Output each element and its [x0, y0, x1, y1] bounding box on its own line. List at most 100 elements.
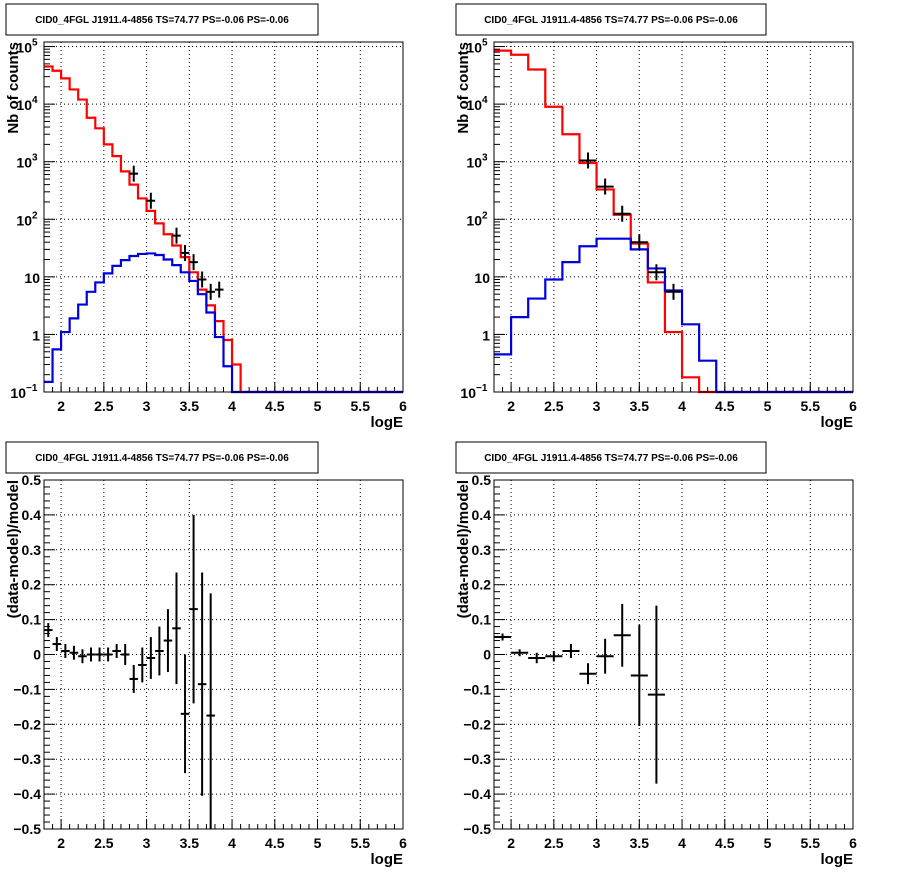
- x-tick-label: 2.5: [544, 398, 564, 414]
- x-tick-label: 2.5: [94, 398, 114, 414]
- y-tick-label: 0.1: [472, 612, 492, 628]
- y-tick-label: 10: [466, 40, 482, 56]
- x-axis-label: logE: [821, 414, 854, 431]
- chart-title: CID0_4FGL J1911.4-4856 TS=74.77 PS=-0.06…: [35, 453, 289, 464]
- x-tick-label: 2: [57, 398, 65, 414]
- x-axis-label: logE: [371, 414, 404, 431]
- x-tick-label: 2.5: [94, 835, 114, 851]
- y-tick-label: 0.2: [472, 577, 492, 593]
- x-tick-label: 3.5: [630, 398, 650, 414]
- y-tick-exponent: 3: [482, 153, 488, 164]
- y-axis-label: Nb of counts: [5, 42, 22, 134]
- x-tick-label: 5.5: [351, 835, 371, 851]
- x-tick-label: 4.5: [715, 398, 735, 414]
- plot-frame: [43, 41, 404, 393]
- x-tick-label: 6: [399, 398, 407, 414]
- plot-frame: [43, 479, 404, 830]
- y-tick-label: 0.5: [472, 472, 492, 488]
- y-tick-label: 0: [33, 647, 41, 663]
- y-tick-exponent: −1: [26, 383, 38, 394]
- y-tick-label: 1: [32, 327, 40, 343]
- y-tick-label: 10: [16, 212, 32, 228]
- y-tick-exponent: 3: [32, 153, 38, 164]
- x-tick-label: 4.5: [715, 835, 735, 851]
- x-tick-label: 6: [399, 835, 407, 851]
- x-tick-label: 4.5: [265, 398, 285, 414]
- x-tick-label: 2.5: [544, 835, 564, 851]
- title-box: [5, 441, 319, 474]
- y-tick-label: −0.2: [13, 716, 41, 732]
- x-tick-label: 2: [507, 398, 515, 414]
- y-tick-label: −0.4: [463, 786, 491, 802]
- x-tick-label: 6: [849, 398, 857, 414]
- y-tick-label: 0.3: [22, 542, 42, 558]
- y-tick-label: −0.2: [463, 716, 491, 732]
- y-tick-label: 10: [24, 270, 40, 286]
- chart-title: CID0_4FGL J1911.4-4856 TS=74.77 PS=-0.06…: [35, 15, 289, 26]
- y-axis-label: Nb of counts: [455, 42, 472, 134]
- y-tick-label: 10: [466, 212, 482, 228]
- y-tick-label: −0.5: [463, 821, 491, 837]
- x-tick-label: 5: [314, 835, 322, 851]
- y-tick-label: 10: [460, 385, 476, 401]
- x-tick-label: 5.5: [801, 398, 821, 414]
- y-tick-label: 0.2: [22, 577, 42, 593]
- model-total-line: [494, 49, 853, 394]
- y-tick-label: 0.5: [22, 472, 42, 488]
- y-tick-exponent: 5: [482, 38, 488, 49]
- x-tick-label: 4: [228, 835, 236, 851]
- y-tick-exponent: 2: [32, 210, 38, 221]
- x-tick-label: 5: [314, 398, 322, 414]
- plot-frame: [493, 479, 854, 830]
- chart-panel-3: 2 2.5 3 3.5 4 4.5 5 5.5 6 −0.5 −0.4 −0.3 −0.2 −0.1 0 0.…: [5, 441, 407, 868]
- y-tick-label: −0.1: [463, 681, 491, 697]
- y-tick-label: −0.4: [13, 786, 41, 802]
- chart-title: CID0_4FGL J1911.4-4856 TS=74.77 PS=-0.06…: [484, 15, 738, 26]
- x-tick-label: 3: [593, 398, 601, 414]
- y-tick-label: −0.1: [13, 681, 41, 697]
- y-tick-label: 0.1: [22, 612, 42, 628]
- title-box: [455, 3, 767, 36]
- x-tick-label: 5.5: [351, 398, 371, 414]
- x-tick-label: 4.5: [265, 835, 285, 851]
- x-axis-label: logE: [821, 851, 854, 868]
- y-tick-label: 10: [466, 155, 482, 171]
- x-tick-label: 5: [764, 835, 772, 851]
- y-tick-label: 10: [10, 385, 26, 401]
- y-axis-label: (data-model)/model: [455, 480, 472, 618]
- y-axis-label: (data-model)/model: [5, 480, 22, 618]
- y-tick-exponent: 2: [482, 210, 488, 221]
- x-tick-label: 5.5: [801, 835, 821, 851]
- source-model-line: [494, 237, 853, 394]
- x-tick-label: 3.5: [630, 835, 650, 851]
- y-tick-label: 1: [482, 327, 490, 343]
- y-tick-label: −0.3: [13, 751, 41, 767]
- y-tick-exponent: −1: [476, 383, 488, 394]
- y-tick-label: 10: [16, 155, 32, 171]
- x-tick-label: 3: [593, 835, 601, 851]
- y-tick-exponent: 4: [482, 95, 488, 106]
- y-tick-label: 0: [483, 647, 491, 663]
- y-tick-exponent: 4: [32, 95, 38, 106]
- plot-frame: [493, 41, 854, 393]
- chart-panel-4: 2 2.5 3 3.5 4 4.5 5 5.5 6 −0.5 −0.4 −0.3 −0.2 −0.1 0 0.…: [455, 441, 857, 868]
- title-box: [5, 3, 319, 36]
- x-tick-label: 3: [143, 398, 151, 414]
- x-tick-label: 2: [57, 835, 65, 851]
- y-tick-label: −0.3: [463, 751, 491, 767]
- y-tick-label: 10: [16, 40, 32, 56]
- x-tick-label: 2: [507, 835, 515, 851]
- x-tick-label: 3.5: [180, 398, 200, 414]
- y-tick-label: 0.4: [22, 507, 42, 523]
- chart-title: CID0_4FGL J1911.4-4856 TS=74.77 PS=-0.06…: [484, 453, 738, 464]
- x-tick-label: 3.5: [180, 835, 200, 851]
- x-tick-label: 4: [678, 398, 686, 414]
- y-tick-label: 10: [474, 270, 490, 286]
- y-tick-label: 0.3: [472, 542, 492, 558]
- x-tick-label: 5: [764, 398, 772, 414]
- x-axis-label: logE: [371, 851, 404, 868]
- y-tick-label: −0.5: [13, 821, 41, 837]
